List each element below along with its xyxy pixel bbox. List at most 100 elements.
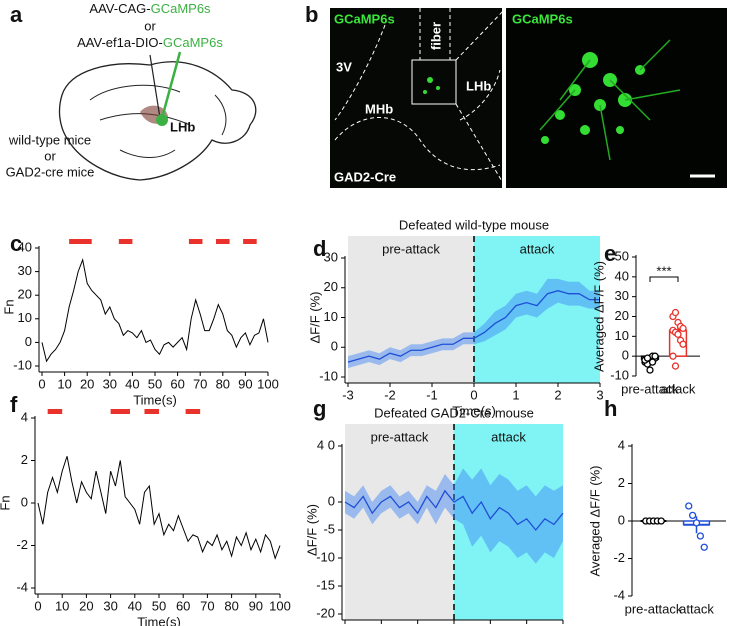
y-tick-label: 4: [618, 437, 625, 452]
attack-bout: [243, 239, 257, 244]
x-tick-label: attack: [661, 381, 696, 396]
y-tick-label: 20: [615, 308, 629, 323]
data-point: [646, 366, 654, 374]
region: [474, 236, 600, 383]
y-tick-label: 0: [21, 494, 28, 509]
x-tick-label: 90: [238, 376, 252, 391]
zoom-lines: [455, 7, 507, 189]
panel-label: e: [604, 241, 616, 266]
trace: [37, 456, 281, 560]
or-label: or: [144, 18, 156, 33]
chart: -10 0 10 20 30 40 0 10 20 30 40 50 60 70 80 90 100 Time(s…: [1, 239, 279, 407]
x-tick-label: pre-attack: [625, 601, 683, 616]
image-right: [506, 8, 727, 188]
x-tick-label: 30: [103, 376, 117, 391]
x-tick-label: 0: [34, 598, 41, 613]
image-title: GCaMP6s: [512, 11, 573, 26]
x-tick-label: 1: [487, 624, 494, 626]
data-point: [700, 543, 708, 551]
y-tick-label: 30: [18, 263, 32, 278]
chart: pre-attack attack Defeated wild-type mouse…: [307, 217, 603, 418]
y-tick-label: 10: [615, 328, 629, 343]
y-tick-label: -10: [319, 368, 338, 383]
panel-label: d: [313, 236, 326, 261]
x-tick-label: pre-attack: [621, 381, 679, 396]
x-tick-label: 20: [79, 598, 93, 613]
y-tick-label: 4: [21, 409, 28, 424]
significance-bracket: [649, 276, 679, 282]
panel-label: c: [10, 231, 22, 256]
processes: [539, 39, 681, 161]
y-tick-label: 30: [615, 288, 629, 303]
x-tick-label: 80: [216, 376, 230, 391]
significance: ***: [656, 263, 671, 278]
x-tick-label: 2: [523, 624, 530, 626]
y-tick-label: 0: [331, 339, 338, 354]
chart-title: Defeated GAD2-Cre mouse: [374, 405, 534, 420]
y-tick-label: 0: [328, 493, 335, 508]
injection: [160, 51, 182, 119]
x-tick-label: -2: [384, 387, 396, 402]
data-point: [648, 358, 657, 366]
data-point: [669, 352, 677, 360]
attack-bout: [185, 409, 201, 414]
panel-label: f: [10, 392, 18, 417]
data-point: [685, 502, 693, 510]
x-tick-label: 40: [128, 598, 142, 613]
schematic: AAV-CAG-GCaMP6s or AAV-ef1a-DIO-GCaMP6s …: [6, 1, 257, 181]
region: [454, 424, 563, 620]
x-tick-label: 40: [125, 376, 139, 391]
y-tick-label: -4: [613, 587, 625, 602]
region-label: MHb: [365, 101, 393, 116]
virus-gene: GCaMP6s: [151, 1, 211, 16]
x-tick-label: 90: [249, 598, 263, 613]
chart: -10 0 10 20 30 40 50 Averaged ΔF/F (%) pre-attac…: [591, 248, 700, 396]
x-tick-label: -1: [412, 624, 424, 626]
x-axis-label: Time(s): [133, 392, 177, 407]
data-point: [643, 354, 652, 362]
x-tick-label: 50: [152, 598, 166, 613]
y-tick-label: -5: [323, 521, 335, 536]
image-title: GCaMP6s: [334, 11, 395, 26]
panel-label: b: [305, 2, 318, 27]
x-tick-label: 20: [80, 376, 94, 391]
data-point: [671, 362, 680, 370]
virus-label: AAV-ef1a-DIO-GCaMP6s: [77, 35, 223, 50]
y-tick-label: 4 0: [317, 437, 335, 452]
line-label: GAD2-Cre: [334, 169, 396, 184]
x-tick-label: attack: [679, 601, 714, 616]
y-axis-label: ΔF/F (%): [304, 504, 319, 556]
x-tick-label: 0: [470, 387, 477, 402]
x-axis-label: Time(s): [452, 403, 496, 418]
x-tick-label: 10: [57, 376, 71, 391]
x-tick-label: 100: [257, 376, 279, 391]
x-tick-label: 60: [170, 376, 184, 391]
y-tick-label: 10: [18, 310, 32, 325]
y-tick-label: -4: [16, 579, 28, 594]
y-tick-label: -10: [316, 549, 335, 564]
roi-box: [411, 59, 457, 105]
attack-bout: [118, 239, 133, 244]
x-tick-label: -1: [426, 387, 438, 402]
mean-trace: [344, 489, 564, 532]
y-tick-label: 0: [622, 348, 629, 363]
data-point: [674, 330, 682, 339]
panel-label: g: [313, 396, 326, 421]
x-axis-label: Time(s): [137, 614, 181, 626]
panel-label: h: [604, 396, 617, 421]
y-tick-label: -2: [16, 537, 28, 552]
region-label: attack: [520, 241, 555, 256]
region: [348, 236, 474, 383]
x-tick-label: 100: [269, 598, 291, 613]
y-tick-label: 0: [618, 512, 625, 527]
y-tick-label: -20: [316, 605, 335, 620]
attack-bout: [47, 409, 63, 414]
attack-bout: [216, 239, 230, 244]
x-tick-label: 80: [224, 598, 238, 613]
x-tick-label: 3: [596, 387, 603, 402]
mean-trace: [347, 290, 600, 363]
mice-label: GAD2-cre mice: [6, 164, 95, 179]
virus-label: AAV-CAG-GCaMP6s: [89, 1, 211, 16]
x-tick-label: -2: [376, 624, 388, 626]
x-tick-label: 70: [200, 598, 214, 613]
